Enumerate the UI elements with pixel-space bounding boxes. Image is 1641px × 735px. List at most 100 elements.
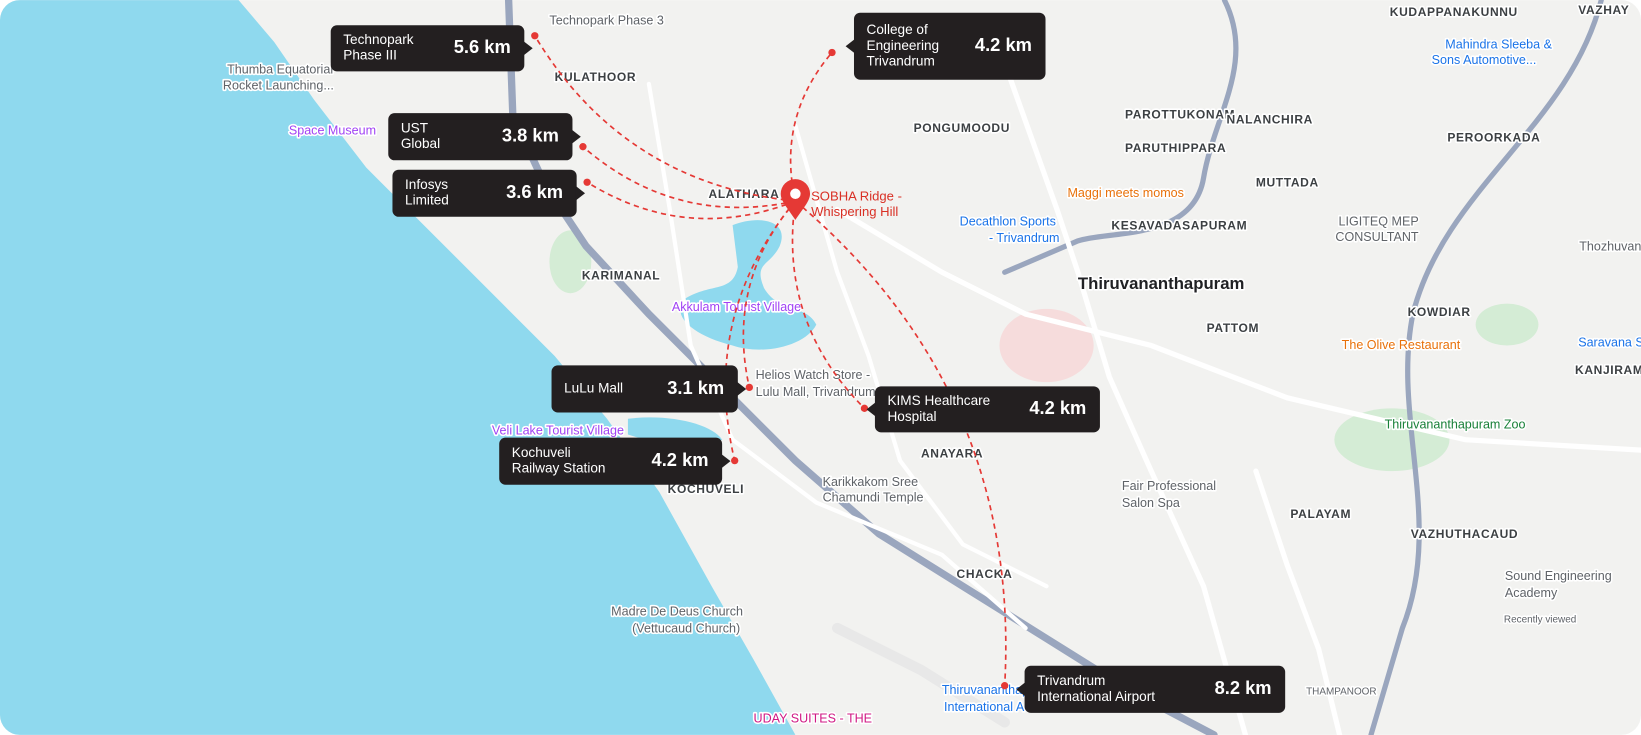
map-label: KOCHUVELI: [668, 482, 744, 496]
route-line: [586, 181, 796, 220]
map-label: KOWDIAR: [1408, 305, 1471, 319]
map-label: Thumba Equatorial: [227, 63, 333, 77]
akkulam-lake: [680, 220, 817, 350]
map-label: UDAY SUITES - THE: [754, 711, 873, 725]
destination-name: Hospital: [887, 409, 936, 424]
route-endpoint: [531, 32, 539, 40]
route-endpoint: [828, 48, 836, 57]
destination-name: Kochuveli: [512, 445, 571, 460]
map-label: Fair Professional: [1122, 479, 1216, 493]
destination-name: International Airport: [1037, 689, 1155, 704]
map-label: - Trivandrum: [989, 231, 1059, 245]
map-label: (Vettucaud Church): [632, 621, 740, 635]
map-label: KANJIRAMPA: [1575, 363, 1641, 377]
map-label: Decathlon Sports: [960, 214, 1056, 228]
road: [646, 81, 1028, 631]
destination-name: Limited: [405, 193, 449, 208]
map-label: Thozhuvancode: [1579, 239, 1641, 253]
destination-distance: 4.2 km: [975, 34, 1032, 55]
route-endpoint: [1001, 681, 1009, 690]
map-label: ALATHARA: [709, 187, 780, 201]
map-label: VAZHAY: [1578, 3, 1629, 17]
map-label: Technopark Phase 3: [549, 13, 663, 27]
callout-box: [388, 113, 573, 161]
callout-pointer: [845, 38, 856, 54]
callout-pointer: [866, 402, 876, 417]
callout-box: [1024, 665, 1286, 713]
destination-name: Engineering: [867, 38, 940, 53]
destination-distance: 5.6 km: [454, 36, 511, 57]
map-label: Karikkakom Sree: [823, 475, 919, 489]
origin-marker: SOBHA Ridge - Whispering Hill: [780, 179, 902, 220]
map-label: Sound Engineering: [1505, 569, 1612, 583]
destination-name: Trivandrum: [1037, 673, 1105, 688]
map-label: VAZHUTHACAUD: [1411, 527, 1518, 541]
park: [549, 230, 592, 294]
route-line: [724, 200, 797, 461]
map-label: PATTOM: [1207, 321, 1260, 335]
destination-name: Global: [401, 136, 440, 151]
callout-pointer: [571, 129, 581, 145]
origin-pin-dot: [790, 188, 801, 200]
callout-box: [392, 169, 577, 217]
map-label: PAROTTUKONAM: [1125, 107, 1235, 121]
route-endpoint: [860, 404, 869, 412]
destination-name: Railway Station: [512, 461, 606, 476]
map-labels: Technopark Phase 3 KULATHOOR Thumba Equato…: [221, 1, 1641, 727]
map-label: PARUTHIPPARA: [1125, 141, 1226, 155]
callout-box: [551, 365, 738, 413]
destination-distance: 3.1 km: [667, 377, 724, 398]
destination-name: College of: [867, 22, 928, 37]
map-label: MUTTADA: [1256, 175, 1319, 189]
park: [1475, 303, 1539, 346]
route-line: [791, 200, 866, 409]
sea: [0, 0, 796, 735]
map-label: Chamundi Temple: [823, 491, 924, 505]
distance-callout: LuLu Mall 3.1 km: [551, 365, 747, 413]
route-endpoint: [583, 178, 591, 186]
destination-distance: 3.6 km: [506, 181, 563, 202]
map-label: NALANCHIRA: [1227, 113, 1313, 127]
road: [1002, 60, 1249, 735]
map-label: Academy: [1505, 586, 1558, 600]
map-label: KUDAPPANAKUNNU: [1390, 5, 1518, 19]
route-endpoint: [579, 143, 587, 151]
map-label: Thiruvananthapuram Zoo: [1385, 417, 1526, 431]
destination-name: Infosys: [405, 177, 448, 192]
destination-distance: 8.2 km: [1215, 677, 1272, 698]
destination-name: Technopark: [343, 32, 413, 47]
route-line: [742, 200, 797, 388]
destination-name: UST: [401, 120, 428, 135]
callout-pointer: [575, 185, 586, 201]
destination-distance: 4.2 km: [1029, 397, 1086, 418]
route-line: [534, 35, 796, 202]
callout-pointer: [523, 40, 533, 56]
origin-pin: [780, 179, 811, 220]
highway: [1368, 0, 1604, 735]
map-label: Space Museum: [289, 123, 376, 137]
map-label: THAMPANOOR: [1306, 687, 1376, 698]
map-label: Veli Lake Tourist Village: [492, 424, 624, 438]
road: [834, 206, 1641, 453]
destination-name: Phase III: [343, 48, 397, 63]
road: [1253, 468, 1343, 735]
callout-pointer: [736, 381, 747, 397]
map-label: ANAYARA: [921, 447, 983, 461]
map-label: KARIMANAL: [582, 269, 660, 283]
map-label: KESAVADASAPURAM: [1111, 218, 1247, 232]
map-label: PALAYAM: [1290, 507, 1351, 521]
origin-label: SOBHA Ridge -: [811, 188, 902, 203]
origin-label: Whispering Hill: [811, 204, 898, 219]
map-label: CONSULTANT: [1335, 230, 1419, 244]
map-label: Rocket Launching...: [223, 78, 334, 92]
map-label: Mahindra Sleeba &: [1445, 37, 1552, 51]
